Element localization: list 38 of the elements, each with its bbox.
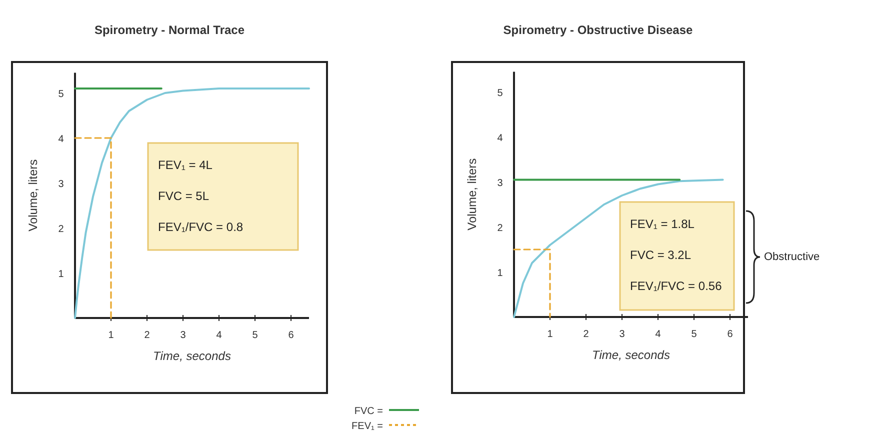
x-tick-label: 2 (144, 330, 150, 341)
y-tick-label: 5 (58, 89, 64, 100)
y-axis-title: Volume, liters (465, 158, 479, 230)
annotation: FEV₁ = 1.8L (630, 217, 695, 231)
annotation: FEV₁/FVC = 0.8 (158, 220, 244, 234)
y-tick-label: 4 (497, 133, 504, 144)
x-tick-label: 6 (288, 330, 294, 341)
x-tick-label: 3 (180, 330, 186, 341)
x-tick-label: 2 (583, 329, 590, 340)
y-tick-label: 2 (58, 224, 64, 235)
chart-title: Spirometry - Obstructive Disease (503, 23, 694, 37)
x-tick-label: 3 (619, 329, 626, 340)
x-axis-title: Time, seconds (592, 348, 670, 362)
annotation: FVC = 3.2L (630, 248, 692, 262)
text: Obstructive (764, 251, 820, 263)
legend-label: FEV₁ = (352, 421, 384, 432)
chart-title: Spirometry - Normal Trace (94, 23, 245, 37)
line-series (513, 178, 724, 318)
y-tick-label: 5 (497, 88, 504, 99)
y-tick-label: 4 (58, 134, 64, 145)
annotation: FEV₁/FVC = 0.56 (630, 279, 722, 293)
x-tick-label: 5 (252, 330, 258, 341)
y-tick-label: 1 (497, 268, 504, 279)
y-tick-label: 3 (497, 178, 504, 189)
legend-label: FVC = (354, 406, 384, 417)
y-axis-title: Volume, liters (26, 159, 40, 232)
x-tick-label: 1 (108, 330, 114, 341)
x-tick-label: 4 (216, 330, 222, 341)
x-axis-title: Time, seconds (153, 349, 231, 363)
x-tick-label: 4 (655, 329, 662, 340)
y-tick-label: 1 (58, 269, 64, 280)
y-tick-label: 2 (497, 223, 504, 234)
x-tick-label: 1 (547, 329, 554, 340)
annotation: FVC = 5L (158, 189, 210, 203)
x-tick-label: 5 (691, 329, 698, 340)
x-tick-label: 6 (727, 329, 734, 340)
y-tick-label: 3 (58, 179, 64, 190)
annotation: FEV₁ = 4L (158, 158, 213, 172)
